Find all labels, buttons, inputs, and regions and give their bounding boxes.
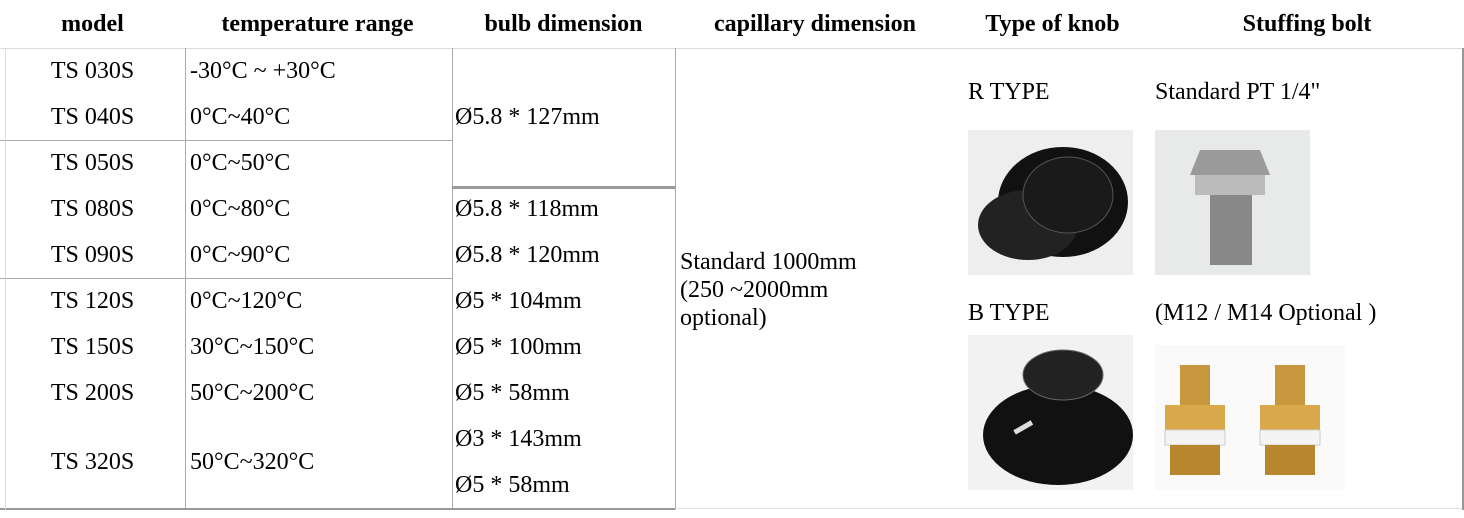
bulb-cell: Ø3 * 143mm [455,425,582,453]
model-cell: TS 200S [0,379,185,407]
capillary-text: optional) [680,304,767,332]
model-cell: TS 150S [0,333,185,361]
border [0,508,675,510]
border [0,48,1464,49]
knob-b-image [968,335,1133,490]
border [0,140,452,141]
header-cell: temperature range [185,10,450,38]
border [675,508,1464,509]
model-cell: TS 120S [0,287,185,315]
model-cell: TS 030S [0,57,185,85]
bolt-label: (M12 / M14 Optional ) [1155,299,1376,327]
border [675,48,676,510]
temperature-cell: 0°C~50°C [190,149,290,177]
bulb-cell: Ø5.8 * 118mm [455,195,599,223]
header-cell: bulb dimension [452,10,675,38]
capillary-text: (250 ~2000mm [680,276,828,304]
temperature-cell: 0°C~40°C [190,103,290,131]
bulb-cell: Ø5 * 58mm [455,471,570,499]
bulb-cell: Ø5 * 58mm [455,379,570,407]
model-cell: TS 090S [0,241,185,269]
model-cell: TS 320S [0,448,185,476]
header-cell: model [0,10,185,38]
border [5,48,6,510]
model-cell: TS 050S [0,149,185,177]
temperature-cell: 50°C~320°C [190,448,314,476]
knob-label: R TYPE [968,78,1050,106]
model-cell: TS 080S [0,195,185,223]
temperature-cell: 50°C~200°C [190,379,314,407]
header-cell: Stuffing bolt [1150,10,1464,38]
border [452,48,453,510]
border [185,48,186,510]
bolt-brass-image [1155,345,1345,490]
header-cell: Type of knob [955,10,1150,38]
bolt-label: Standard PT 1/4" [1155,78,1320,106]
bulb-cell: Ø5.8 * 127mm [455,103,600,131]
temperature-cell: 0°C~80°C [190,195,290,223]
capillary-text: Standard 1000mm [680,248,857,276]
knob-label: B TYPE [968,299,1050,327]
bulb-cell: Ø5.8 * 120mm [455,241,600,269]
bolt-standard-image [1155,130,1310,275]
bulb-cell: Ø5 * 100mm [455,333,582,361]
page: modeltemperature rangebulb dimensioncapi… [0,0,1464,518]
temperature-cell: -30°C ~ +30°C [190,57,336,85]
header-cell: capillary dimension [675,10,955,38]
border [0,278,452,279]
temperature-cell: 0°C~90°C [190,241,290,269]
border [452,186,675,189]
temperature-cell: 0°C~120°C [190,287,302,315]
knob-r-image [968,130,1133,275]
model-cell: TS 040S [0,103,185,131]
bulb-cell: Ø5 * 104mm [455,287,582,315]
temperature-cell: 30°C~150°C [190,333,314,361]
